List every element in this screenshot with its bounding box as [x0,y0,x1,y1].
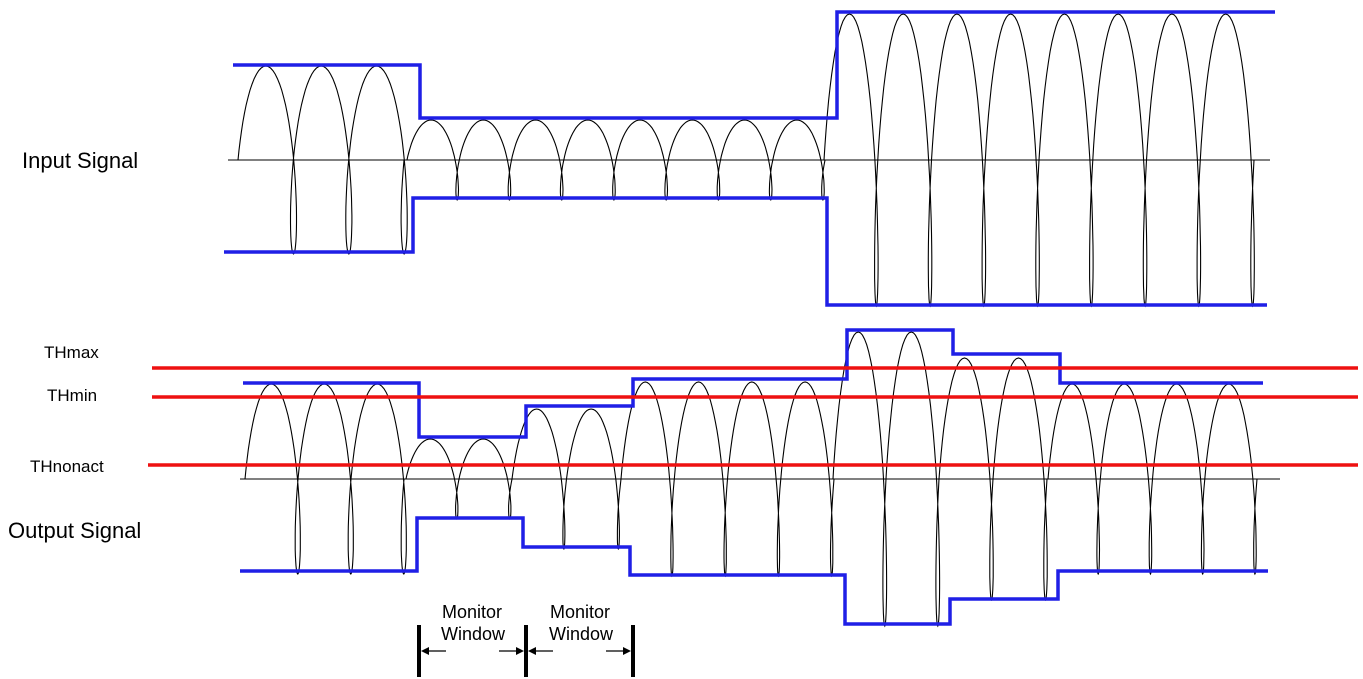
window-1-arrowhead-right [516,647,524,655]
window-2-arrowhead-left [528,647,536,655]
window-2-window-text: Window [549,624,614,644]
th-nonact-label: THnonact [30,457,104,476]
output-signal-label: Output Signal [8,518,141,543]
input-envelope-upper [233,10,1275,120]
th-min-label: THmin [47,386,97,405]
output-waveform [244,331,1258,628]
window-2-monitor-text: Monitor [550,602,610,622]
output-envelope-upper [243,328,1263,439]
monitor-window-markers: Monitor Window Monitor Window [417,602,635,677]
th-max-label: THmax [44,343,99,362]
window-1-monitor-text: Monitor [442,602,502,622]
window-1-arrowhead-left [421,647,429,655]
input-envelope-lower [224,196,1267,307]
input-signal-label: Input Signal [22,148,138,173]
window-1-window-text: Window [441,624,506,644]
output-envelope-lower [240,516,1268,626]
window-2-arrowhead-right [623,647,631,655]
input-waveform [237,13,1255,308]
